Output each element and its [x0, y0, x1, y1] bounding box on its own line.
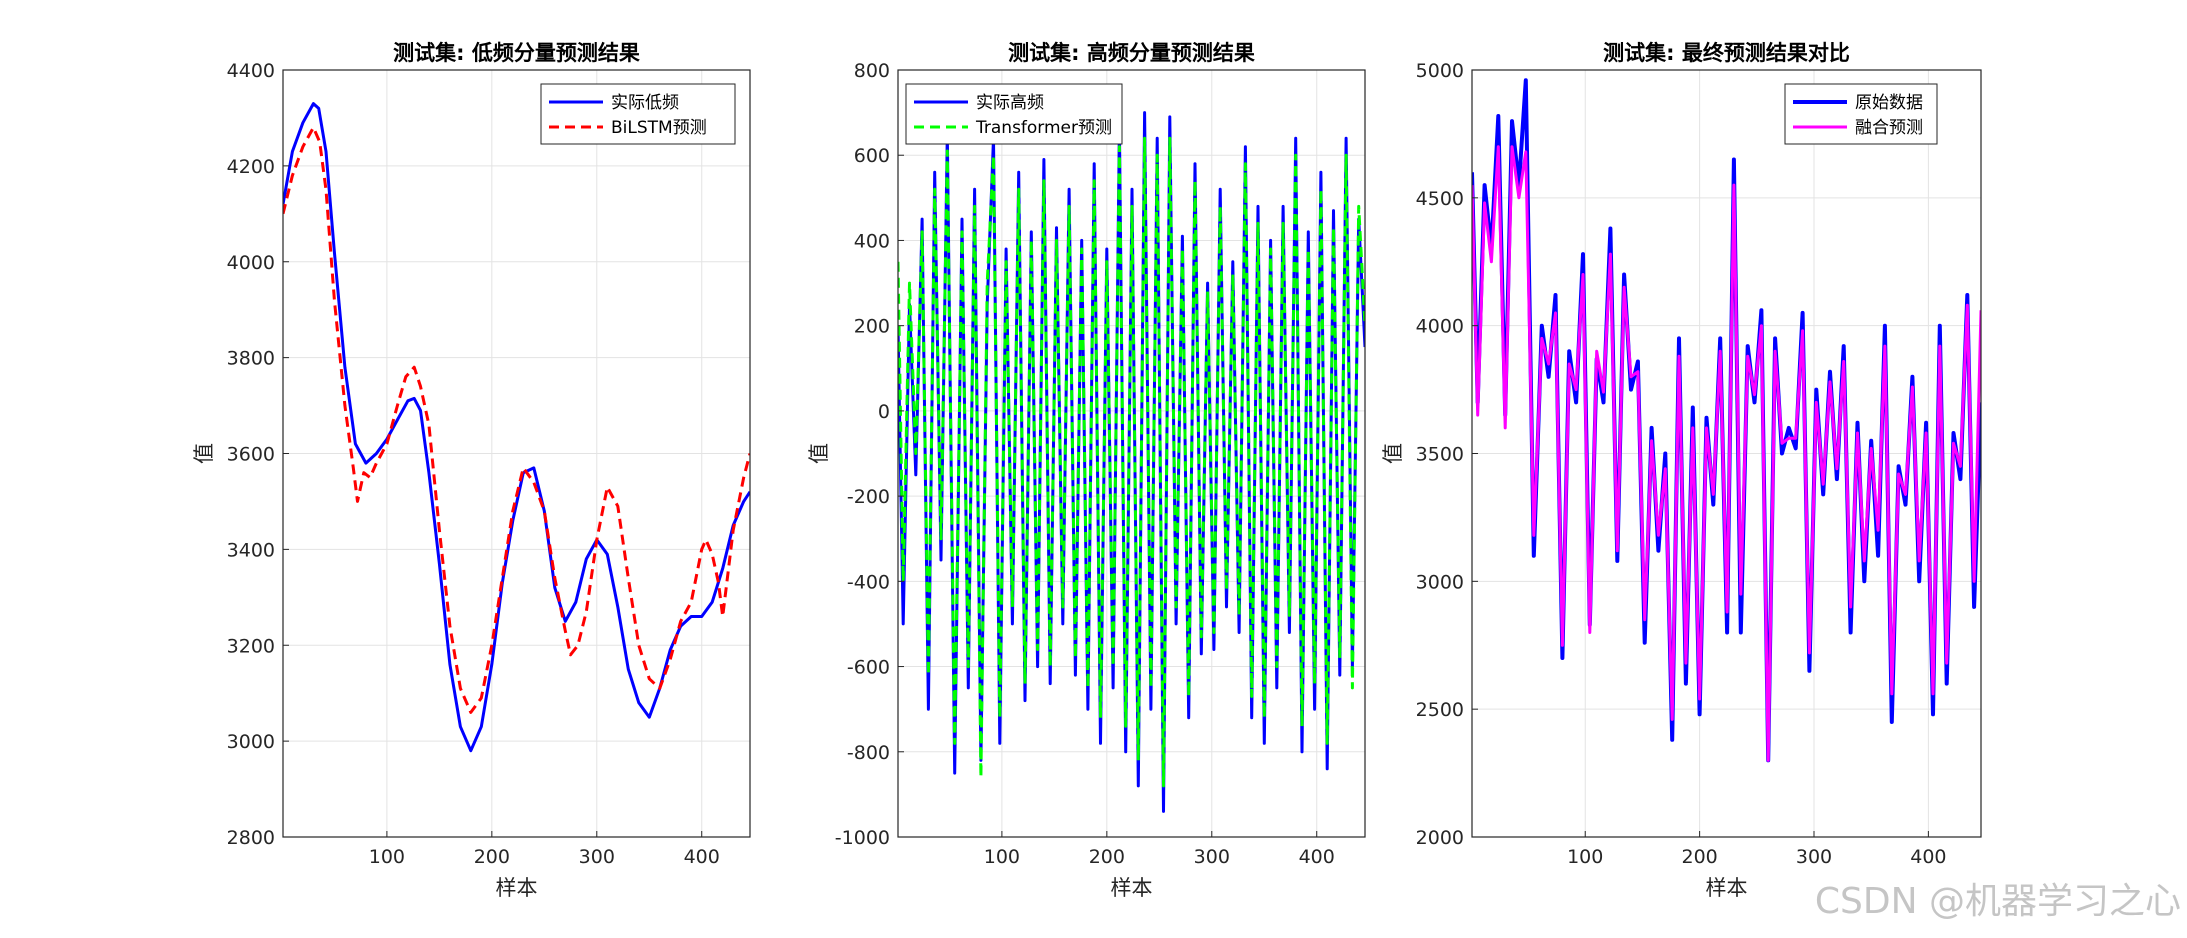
x-tick-label: 400 [1910, 846, 1946, 868]
x-axis-label: 样本 [1111, 876, 1153, 900]
legend: 实际低频 BiLSTM预测 [540, 83, 736, 145]
y-tick-label: -400 [847, 571, 890, 593]
x-tick-label: 300 [579, 846, 615, 868]
chart-1: 100 200 300 400 2800 3000 3200 3400 3600 3800 4000… [192, 41, 751, 900]
legend: 实际高频 Transformer预测 [905, 83, 1123, 145]
y-tick-label: 2800 [227, 827, 275, 849]
y-tick-label: 200 [854, 316, 890, 338]
y-tick-label: 3500 [1416, 444, 1464, 466]
y-tick-label: 0 [878, 401, 890, 423]
y-tick-label: 5000 [1416, 60, 1464, 82]
y-tick-label: -600 [847, 657, 890, 679]
series-line-2 [1472, 145, 1981, 762]
y-tick-label: 3400 [227, 539, 275, 561]
y-tick-label: 2000 [1416, 827, 1464, 849]
x-axis-label: 样本 [496, 876, 538, 900]
y-tick-label: 600 [854, 145, 890, 167]
watermark: CSDN @机器学习之心 [1814, 881, 2181, 922]
legend-label-1: 原始数据 [1855, 93, 1923, 113]
axes-box [897, 69, 1366, 838]
y-tick-label: 3800 [227, 348, 275, 370]
y-tick-label: 3000 [1416, 571, 1464, 593]
chart-title: 测试集: 高频分量预测结果 [1008, 41, 1255, 65]
y-tick-label: 800 [854, 60, 890, 82]
legend-box [540, 83, 736, 145]
y-tick-label: -800 [847, 742, 890, 764]
legend-label-2: Transformer预测 [975, 118, 1112, 138]
x-tick-label: 300 [1796, 846, 1832, 868]
y-tick-label: -200 [847, 486, 890, 508]
series-line-2 [898, 136, 1365, 788]
series-line-2 [283, 126, 750, 714]
y-tick-label: 4000 [1416, 316, 1464, 338]
x-tick-label: 100 [984, 846, 1020, 868]
y-axis-label: 值 [192, 443, 216, 464]
y-tick-label: 400 [854, 230, 890, 252]
legend-label-1: 实际低频 [611, 93, 679, 113]
x-tick-label: 100 [369, 846, 405, 868]
subplots: 100 200 300 4002800300032003400360038004000… [192, 41, 1982, 900]
legend-box [905, 83, 1123, 145]
x-tick-label: 400 [1299, 846, 1335, 868]
y-tick-label: -1000 [835, 827, 890, 849]
x-tick-label: 300 [1194, 846, 1230, 868]
chart-3: 100 200 300 400 2000 2500 3000 3500 4000 4500 5000… [1381, 41, 1982, 900]
legend-label-1: 实际高频 [976, 93, 1044, 113]
x-axis-label: 样本 [1706, 876, 1748, 900]
y-tick-label: 3200 [227, 635, 275, 657]
legend-box [1784, 83, 1938, 145]
y-tick-label: 3600 [227, 444, 275, 466]
y-tick-label: 4200 [227, 156, 275, 178]
y-axis-label: 值 [1381, 443, 1405, 464]
chart-title: 测试集: 低频分量预测结果 [393, 41, 640, 65]
y-tick-label: 3000 [227, 731, 275, 753]
y-tick-label: 4400 [227, 60, 275, 82]
legend-label-2: 融合预测 [1855, 118, 1923, 138]
x-tick-label: 200 [474, 846, 510, 868]
y-tick-label: 4500 [1416, 188, 1464, 210]
legend-label-2: BiLSTM预测 [611, 118, 707, 138]
chart-2: 100 200 300 400 -1000 -800 -600 -400 -200 0 200 400… [807, 41, 1366, 900]
x-tick-label: 200 [1681, 846, 1717, 868]
y-tick-label: 4000 [227, 252, 275, 274]
y-axis-label: 值 [807, 443, 831, 464]
x-tick-label: 400 [684, 846, 720, 868]
x-tick-label: 200 [1089, 846, 1125, 868]
x-tick-label: 100 [1567, 846, 1603, 868]
chart-title: 测试集: 最终预测结果对比 [1603, 41, 1850, 65]
y-tick-label: 2500 [1416, 699, 1464, 721]
